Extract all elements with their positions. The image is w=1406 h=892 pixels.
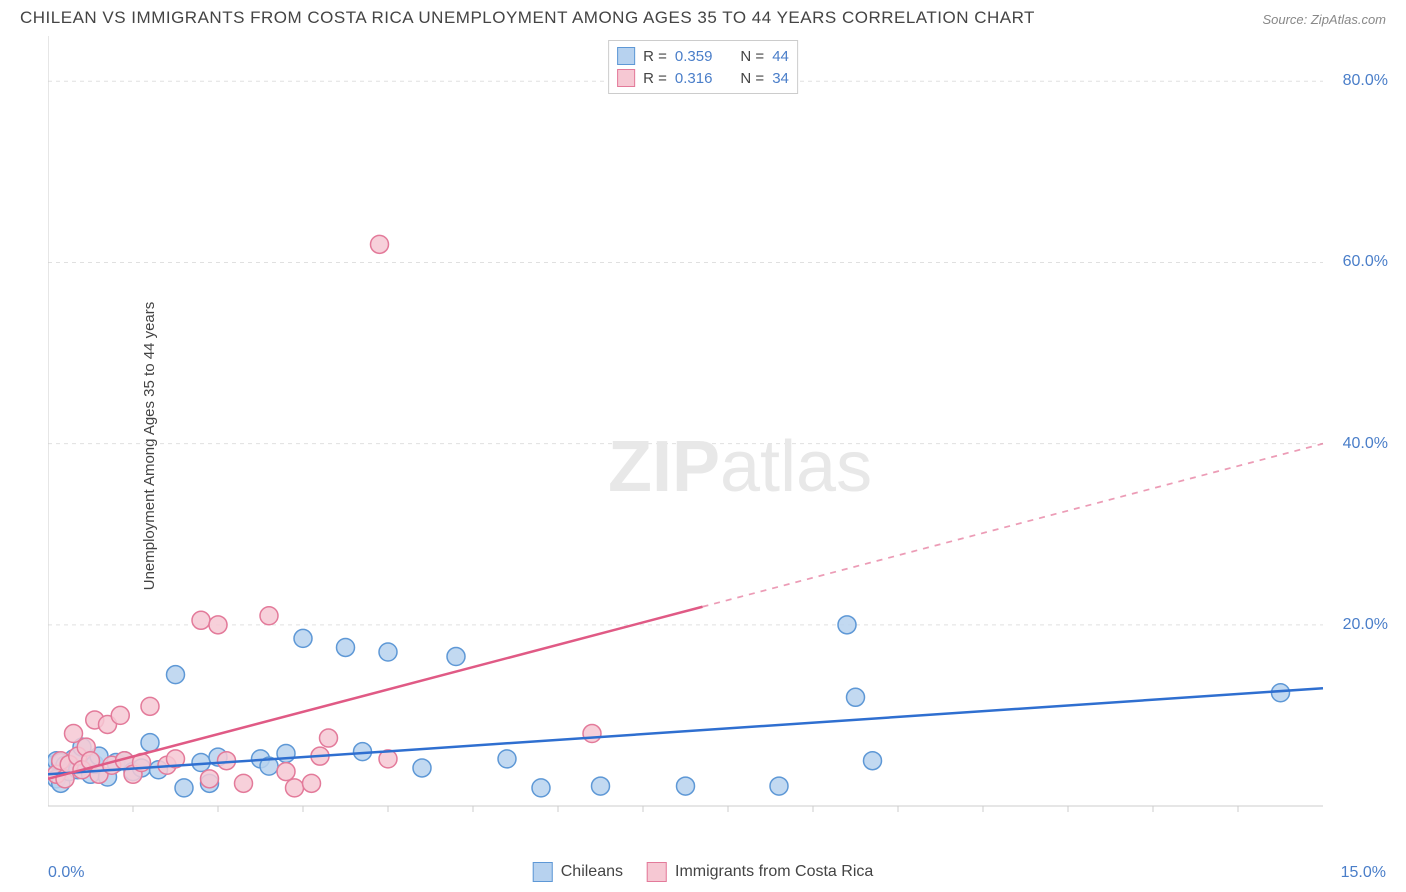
swatch-chileans: [533, 862, 553, 882]
source-label: Source: ZipAtlas.com: [1262, 12, 1386, 27]
y-tick-label: 60.0%: [1343, 253, 1388, 271]
plot-area: ZIPatlas: [48, 36, 1383, 836]
r-value: 0.316: [675, 70, 713, 87]
r-label: R =: [643, 70, 667, 87]
swatch-chileans: [617, 47, 635, 65]
r-value: 0.359: [675, 48, 713, 65]
swatch-costarica: [617, 69, 635, 87]
legend-label: Chileans: [561, 863, 623, 881]
x-max-label: 15.0%: [1341, 864, 1386, 882]
y-tick-label: 20.0%: [1343, 616, 1388, 634]
legend-label: Immigrants from Costa Rica: [675, 863, 873, 881]
correlation-legend: R = 0.359 N = 44 R = 0.316 N = 34: [608, 40, 798, 94]
y-tick-label: 80.0%: [1343, 72, 1388, 90]
n-label: N =: [740, 70, 764, 87]
legend-row-chileans: R = 0.359 N = 44: [617, 45, 789, 67]
n-label: N =: [740, 48, 764, 65]
n-value: 44: [772, 48, 789, 65]
x-min-label: 0.0%: [48, 864, 84, 882]
scatter-svg: [48, 36, 1383, 836]
legend-row-costarica: R = 0.316 N = 34: [617, 67, 789, 89]
y-tick-label: 40.0%: [1343, 435, 1388, 453]
r-label: R =: [643, 48, 667, 65]
n-value: 34: [772, 70, 789, 87]
swatch-costarica: [647, 862, 667, 882]
series-legend: Chileans Immigrants from Costa Rica: [533, 862, 874, 882]
legend-item-chileans: Chileans: [533, 862, 623, 882]
chart-title: CHILEAN VS IMMIGRANTS FROM COSTA RICA UN…: [20, 8, 1035, 28]
legend-item-costarica: Immigrants from Costa Rica: [647, 862, 873, 882]
